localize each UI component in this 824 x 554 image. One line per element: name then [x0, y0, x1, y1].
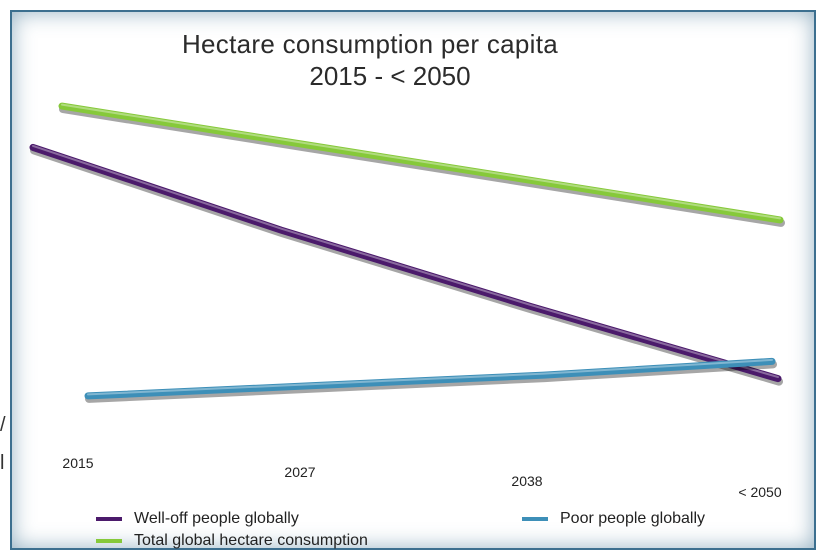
chart-title: Hectare consumption per capita: [181, 29, 559, 59]
legend-swatch-poor: [522, 517, 548, 521]
series-line-2: [58, 102, 784, 224]
chart-frame: [10, 10, 816, 550]
legend-label-well-off: Well-off people globally: [134, 510, 299, 527]
chart-subtitle: 2015 - < 2050: [309, 61, 471, 91]
edge-mark-1: /: [0, 414, 6, 436]
legend-item-total: Total global hectare consumption: [96, 532, 368, 550]
series-highlight-2: [61, 103, 781, 220]
series-line-0: [29, 143, 782, 383]
legend-swatch-well-off: [96, 517, 122, 521]
series-highlight-1: [87, 358, 773, 396]
x-tick-label-1: 2027: [284, 464, 315, 480]
edge-mark-2: l: [0, 452, 5, 474]
legend-label-poor: Poor people globally: [560, 510, 705, 527]
x-tick-label-2: 2038: [511, 473, 542, 489]
legend-item-well-off: Well-off people globally: [96, 510, 299, 528]
series-line-1: [84, 357, 776, 400]
legend-swatch-total: [96, 539, 122, 543]
x-tick-label-0: 2015: [62, 455, 93, 471]
legend-label-total: Total global hectare consumption: [134, 532, 368, 549]
x-tick-label-3: < 2050: [738, 484, 781, 500]
legend-item-poor: Poor people globally: [522, 510, 705, 528]
series-highlight-0: [32, 144, 779, 379]
